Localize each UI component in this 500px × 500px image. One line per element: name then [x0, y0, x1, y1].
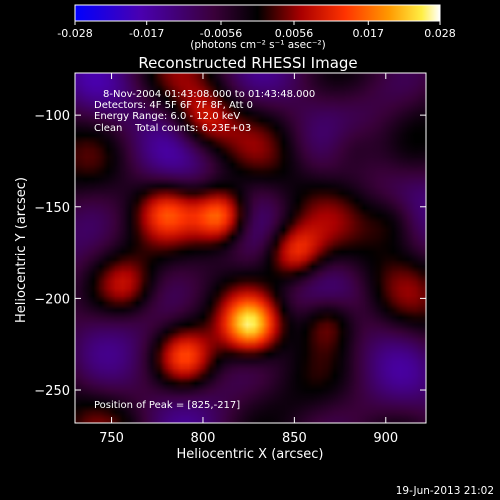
colorbar-tick-label: -0.0056 — [200, 27, 242, 40]
axis-ticks: 750 800 850 900 −100 −150 −200 −250 — [34, 73, 426, 446]
colorbar-gradient — [74, 4, 441, 22]
y-tick-label: −150 — [34, 201, 70, 216]
annotation-time-range: 8-Nov-2004 01:43:08.000 to 01:43:48.000 — [103, 89, 315, 100]
plot-area: 750 800 850 900 −100 −150 −200 −250 8-Nov-2004 … — [34, 72, 427, 446]
plot-frame — [74, 72, 427, 424]
colorbar-unit-label: (photons cm⁻² s⁻¹ asec⁻²) — [190, 39, 325, 51]
colorbar-tick-label: 0.0056 — [275, 27, 314, 40]
peak-position-label: Position of Peak = [825,-217] — [94, 400, 240, 411]
heatmap-image — [75, 73, 426, 423]
colorbar-tick-label: 0.028 — [424, 27, 456, 40]
y-axis-label: Heliocentric Y (arcsec) — [14, 177, 29, 323]
x-tick-label: 800 — [191, 431, 216, 446]
annotation-block: 8-Nov-2004 01:43:08.000 to 01:43:48.000 … — [94, 89, 315, 134]
colorbar-tick-label: 0.017 — [353, 27, 385, 40]
annotation-counts: Clean Total counts: 6.23E+03 — [94, 123, 251, 134]
annotation-detectors: Detectors: 4F 5F 6F 7F 8F, Att 0 — [94, 100, 253, 111]
colorbar-tick-label: -0.017 — [129, 27, 164, 40]
y-tick-label: −250 — [34, 384, 70, 399]
x-tick-label: 750 — [99, 431, 124, 446]
colorbar-tick-label: -0.028 — [57, 27, 92, 40]
x-tick-label: 850 — [282, 431, 307, 446]
colorbar: -0.028 -0.017 -0.0056 0.0056 0.017 0.028 (pho… — [57, 4, 456, 51]
colorbar-ticks: -0.028 -0.017 -0.0056 0.0056 0.017 0.028 — [57, 21, 456, 40]
x-axis-label: Heliocentric X (arcsec) — [177, 447, 324, 462]
timestamp: 19-Jun-2013 21:02 — [396, 485, 494, 497]
chart-title: Reconstructed RHESSI Image — [138, 54, 357, 72]
x-tick-label: 900 — [373, 431, 398, 446]
annotation-energy-range: Energy Range: 6.0 - 12.0 keV — [94, 111, 240, 122]
y-tick-label: −100 — [34, 109, 70, 124]
y-tick-label: −200 — [34, 292, 70, 307]
